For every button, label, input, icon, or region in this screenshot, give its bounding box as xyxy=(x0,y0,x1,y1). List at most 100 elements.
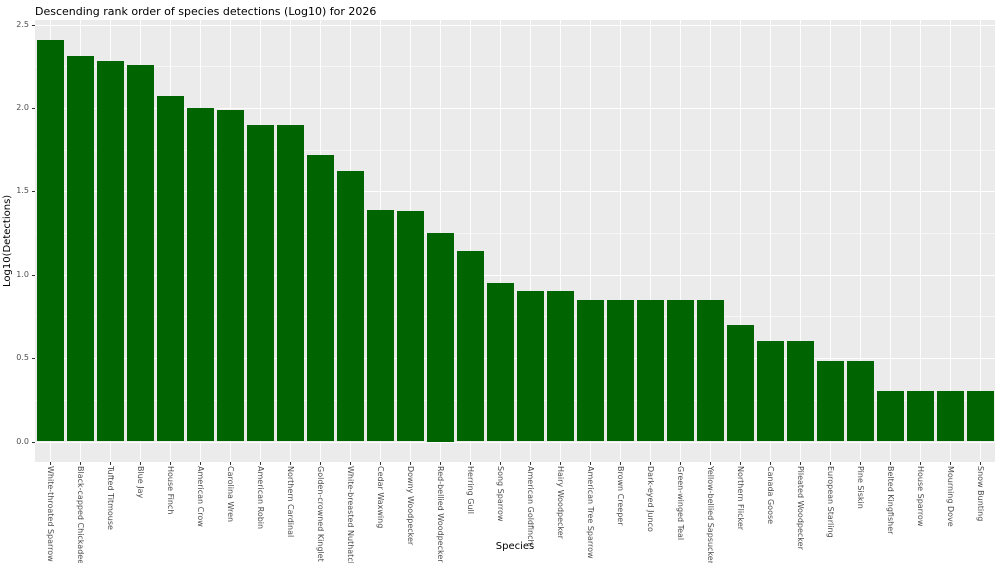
x-tick-mark xyxy=(710,462,711,465)
y-tick-mark xyxy=(32,441,35,443)
x-tick-mark xyxy=(500,462,501,465)
x-tick-label: White-throated Sparrow xyxy=(46,466,55,562)
x-tick-label: Northern Flicker xyxy=(736,466,745,531)
x-tick-label: Brown Creeper xyxy=(616,466,625,526)
x-tick-mark xyxy=(410,462,411,465)
bar xyxy=(906,391,934,442)
x-tick-label: Pine Siskin xyxy=(856,466,865,509)
bar xyxy=(246,124,274,442)
x-tick-label: Green-winged Teal xyxy=(676,466,685,541)
x-tick-label: Yellow-bellied Sapsucker xyxy=(706,466,715,563)
category-gridline xyxy=(470,20,471,462)
minor-gridline xyxy=(35,149,995,151)
x-tick-mark xyxy=(620,462,621,465)
x-tick-mark xyxy=(470,462,471,465)
category-gridline xyxy=(950,20,951,462)
x-tick-label: Cedar Waxwing xyxy=(376,466,385,529)
x-tick-mark xyxy=(740,462,741,465)
x-axis-title: Species xyxy=(495,541,535,552)
x-tick-label: European Starling xyxy=(826,466,835,538)
x-tick-label: Blue Jay xyxy=(136,466,145,499)
y-tick-label: 0.5 xyxy=(16,353,29,363)
category-gridline xyxy=(890,20,891,462)
category-gridline xyxy=(530,20,531,462)
x-tick-mark xyxy=(110,462,111,465)
category-gridline xyxy=(620,20,621,462)
x-tick-label: Mourning Dove xyxy=(946,466,955,527)
x-tick-mark xyxy=(860,462,861,465)
major-gridline xyxy=(35,191,995,193)
bar xyxy=(426,233,454,442)
bar xyxy=(186,108,214,442)
bar xyxy=(216,109,244,442)
bar xyxy=(936,391,964,442)
x-tick-mark xyxy=(50,462,51,465)
x-tick-mark xyxy=(560,462,561,465)
x-tick-label: Belted Kingfisher xyxy=(886,466,895,535)
bar xyxy=(546,291,574,442)
x-tick-mark xyxy=(680,462,681,465)
x-tick-mark xyxy=(350,462,351,465)
x-tick-label: House Sparrow xyxy=(916,466,925,527)
bar xyxy=(606,299,634,442)
bar xyxy=(456,251,484,442)
major-gridline xyxy=(35,24,995,26)
minor-gridline xyxy=(35,399,995,401)
bar xyxy=(696,299,724,442)
x-tick-mark xyxy=(950,462,951,465)
category-gridline xyxy=(740,20,741,462)
bar xyxy=(636,299,664,442)
x-tick-label: Red-bellied Woodpecker xyxy=(436,466,445,563)
bar xyxy=(366,209,394,442)
bar xyxy=(66,56,94,442)
bar xyxy=(816,361,844,442)
y-tick-label: 2.0 xyxy=(16,103,29,113)
bar xyxy=(156,96,184,442)
x-tick-mark xyxy=(590,462,591,465)
category-gridline xyxy=(770,20,771,462)
category-gridline xyxy=(680,20,681,462)
x-tick-label: Carolina Wren xyxy=(226,466,235,523)
x-tick-mark xyxy=(770,462,771,465)
y-tick-label: 1.5 xyxy=(16,186,29,196)
x-tick-mark xyxy=(440,462,441,465)
category-gridline xyxy=(920,20,921,462)
y-tick-mark xyxy=(32,108,35,110)
x-tick-mark xyxy=(530,462,531,465)
bar xyxy=(846,361,874,442)
x-tick-mark xyxy=(920,462,921,465)
major-gridline xyxy=(35,441,995,443)
x-tick-label: Pileated Woodpecker xyxy=(796,466,805,550)
category-gridline xyxy=(650,20,651,462)
bar xyxy=(786,341,814,442)
x-tick-mark xyxy=(380,462,381,465)
bar xyxy=(126,64,154,442)
bar xyxy=(96,61,124,442)
bar xyxy=(726,324,754,442)
bar xyxy=(756,341,784,442)
bar xyxy=(36,39,64,442)
bar xyxy=(486,283,514,442)
y-tick-mark xyxy=(32,24,35,26)
x-tick-label: Tufted Titmouse xyxy=(106,466,115,530)
x-tick-mark xyxy=(320,462,321,465)
bar xyxy=(666,299,694,442)
minor-gridline xyxy=(35,233,995,235)
bar xyxy=(276,124,304,442)
x-tick-label: White-breasted Nuthatch xyxy=(346,466,355,563)
x-tick-mark xyxy=(980,462,981,465)
x-tick-mark xyxy=(830,462,831,465)
x-tick-label: Hairy Woodpecker xyxy=(556,466,565,539)
major-gridline xyxy=(35,108,995,110)
bar xyxy=(336,171,364,442)
x-tick-label: American Robin xyxy=(256,466,265,530)
major-gridline xyxy=(35,358,995,360)
y-tick-mark xyxy=(32,358,35,360)
x-tick-label: Herring Gull xyxy=(466,466,475,515)
bar xyxy=(876,391,904,442)
category-gridline xyxy=(800,20,801,462)
x-tick-mark xyxy=(170,462,171,465)
x-tick-label: American Tree Sparrow xyxy=(586,466,595,559)
category-gridline xyxy=(500,20,501,462)
